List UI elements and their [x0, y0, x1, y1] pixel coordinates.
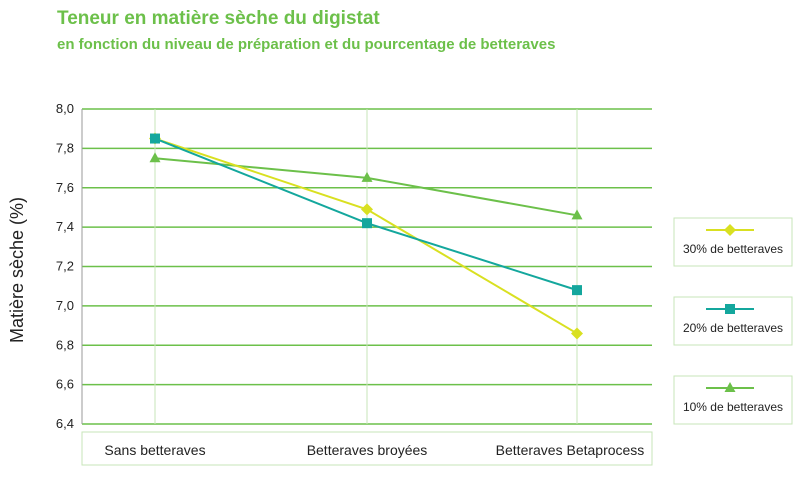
data-point [571, 327, 583, 340]
y-tick-label: 7,4 [56, 219, 74, 234]
y-axis-label: Matière sèche (%) [7, 197, 27, 343]
legend-item: 20% de betteraves [673, 296, 793, 346]
data-point [150, 133, 160, 144]
series-lines [149, 132, 583, 340]
y-tick-label: 7,0 [56, 298, 74, 313]
y-tick-labels: 6,4 6,6 6,8 7,0 7,2 7,4 7,6 7,8 8,0 [56, 101, 74, 431]
data-point [362, 218, 372, 229]
x-category-frame [81, 431, 653, 466]
chart-title: Teneur en matière sèche du digistat [57, 8, 380, 29]
legend-item: 10% de betteraves [673, 375, 793, 425]
data-point [361, 203, 373, 216]
y-tick-label: 7,2 [56, 259, 74, 274]
y-tick-label: 8,0 [56, 101, 74, 116]
legend-item: 30% de betteraves [673, 217, 793, 267]
x-tick-label: Betteraves Betaprocess [496, 442, 645, 458]
data-point [571, 209, 583, 220]
series-3 [149, 152, 583, 220]
legend: 30% de betteraves 20% de betteraves 10% de… [673, 217, 793, 425]
legend-label: 20% de betteraves [683, 321, 783, 335]
data-point [149, 152, 161, 163]
x-tick-label: Sans betteraves [104, 442, 205, 458]
legend-label: 10% de betteraves [683, 400, 783, 414]
x-tick-label: Betteraves broyées [307, 442, 428, 458]
y-tick-label: 7,8 [56, 140, 74, 155]
y-tick-label: 6,4 [56, 416, 74, 431]
chart-subtitle: en fonction du niveau de préparation et … [57, 36, 556, 53]
y-tick-label: 6,8 [56, 337, 74, 352]
legend-label: 30% de betteraves [683, 242, 783, 256]
y-tick-label: 6,6 [56, 377, 74, 392]
data-point [725, 304, 735, 314]
data-point [572, 285, 582, 296]
data-point [361, 171, 373, 182]
series-line [154, 137, 578, 335]
y-tick-label: 7,6 [56, 180, 74, 195]
legend-box [673, 375, 793, 425]
series-2 [150, 133, 582, 296]
x-axis-box [81, 431, 653, 466]
data-point [724, 382, 736, 392]
legend-box [673, 217, 793, 267]
gridlines [81, 108, 652, 425]
data-point [724, 224, 736, 236]
x-tick-labels: Sans betteraves Betteraves broyées Bettera… [104, 442, 644, 458]
